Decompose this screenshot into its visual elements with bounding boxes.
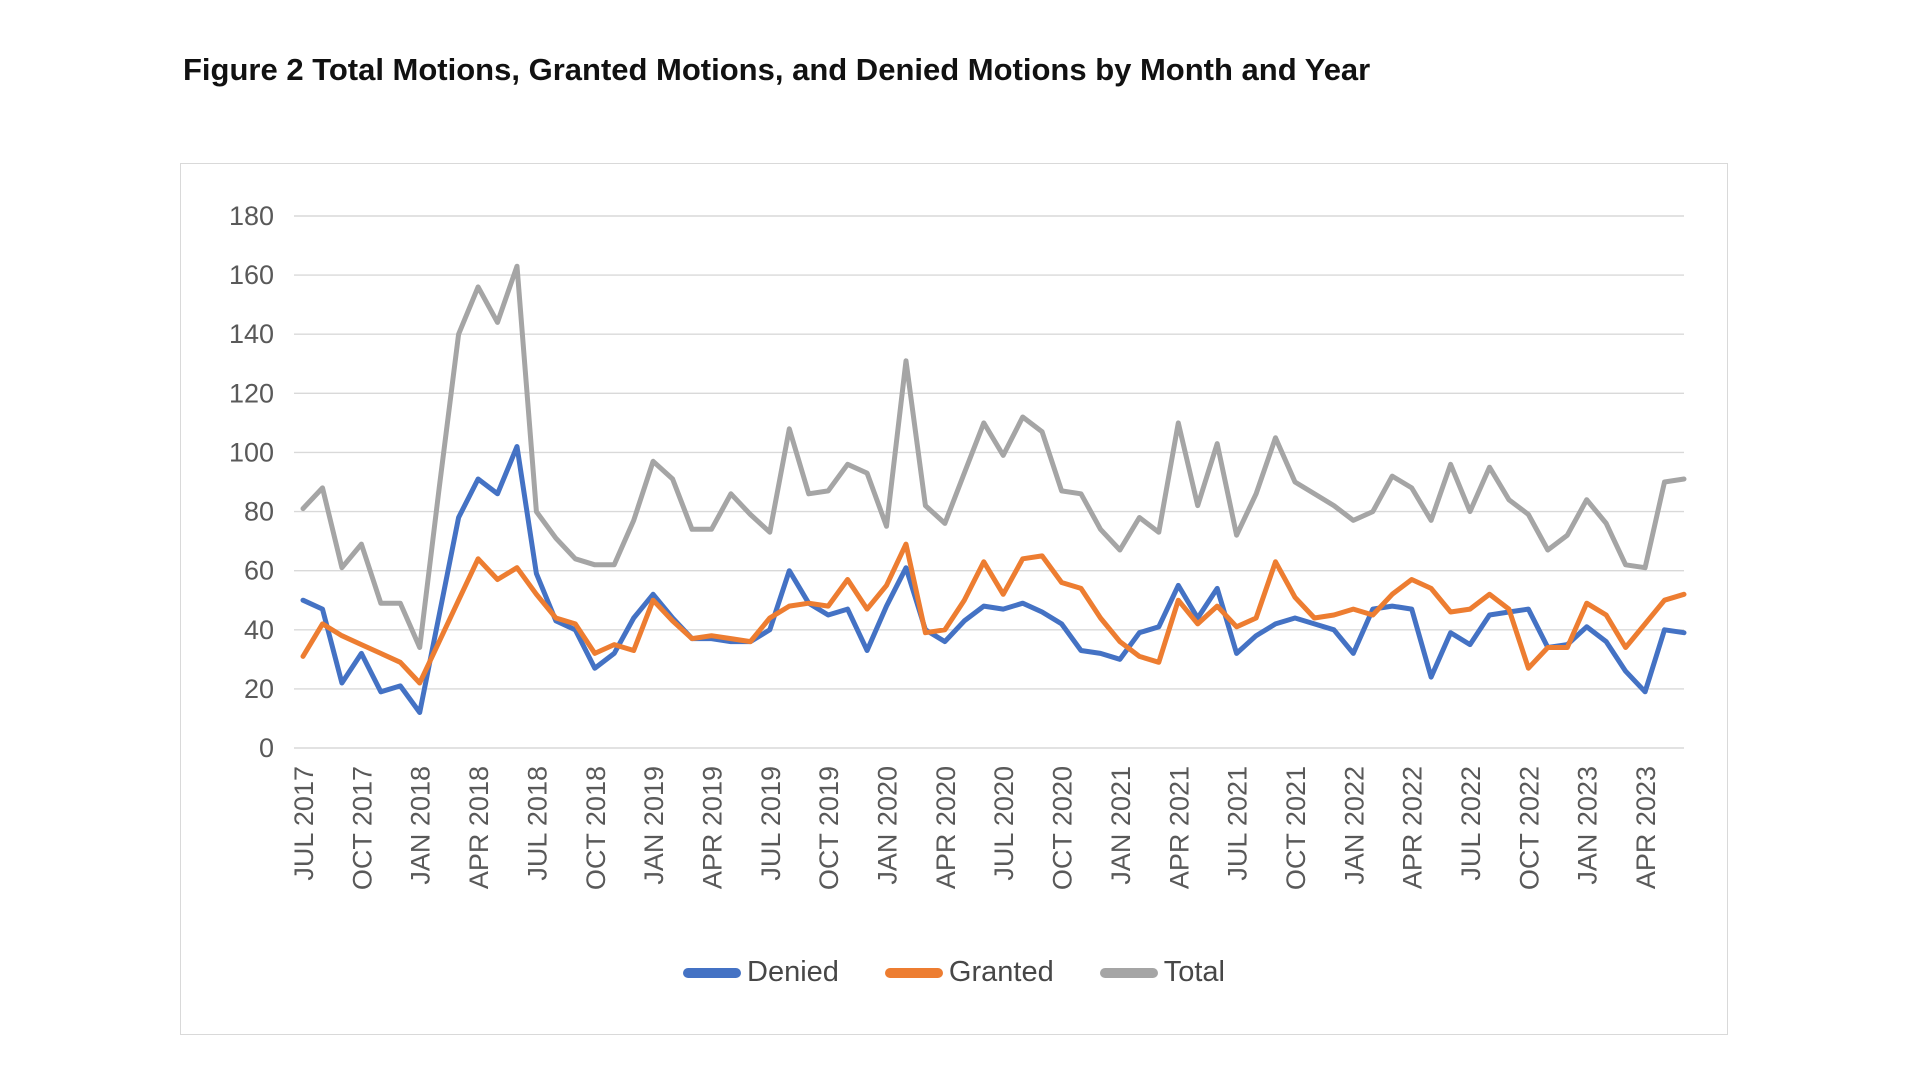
- x-tick-label: OCT 2017: [347, 766, 377, 890]
- chart-frame: 0 20 40 60 80 100 120 140 160 180 JUL 2017 OCT 2017…: [180, 163, 1728, 1035]
- y-tick-label: 40: [244, 615, 274, 645]
- x-tick-label: JAN 2021: [1106, 766, 1136, 885]
- legend-label: Denied: [747, 956, 839, 988]
- x-tick-label: JUL 2020: [989, 766, 1019, 881]
- chart-legend: Denied Granted Total: [181, 958, 1727, 987]
- y-tick-label: 120: [229, 378, 274, 408]
- x-tick-label: JUL 2022: [1456, 766, 1486, 881]
- x-tick-label: OCT 2019: [814, 766, 844, 890]
- x-tick-label: OCT 2021: [1281, 766, 1311, 890]
- legend-item-denied: Denied: [683, 958, 839, 987]
- x-tick-label: APR 2022: [1398, 766, 1428, 889]
- x-tick-label: JUL 2018: [522, 766, 552, 881]
- legend-swatch-granted: [884, 967, 943, 978]
- x-tick-label: APR 2021: [1164, 766, 1194, 889]
- x-tick-label: OCT 2020: [1048, 766, 1078, 890]
- x-tick-label: JAN 2020: [873, 766, 903, 885]
- series-line-denied: [300, 444, 1687, 715]
- y-tick-label: 140: [229, 319, 274, 349]
- x-tick-label: JAN 2018: [406, 766, 436, 885]
- x-tick-label: JUL 2019: [756, 766, 786, 881]
- x-tick-label: OCT 2018: [581, 766, 611, 890]
- x-tick-label: APR 2018: [464, 766, 494, 889]
- x-tick-label: JUL 2021: [1223, 766, 1253, 881]
- x-tick-label: OCT 2022: [1514, 766, 1544, 890]
- x-tick-label: JAN 2022: [1339, 766, 1369, 885]
- figure-title: Figure 2 Total Motions, Granted Motions,…: [183, 52, 1371, 87]
- x-tick-label: APR 2019: [697, 766, 727, 889]
- legend-item-total: Total: [1099, 956, 1225, 988]
- x-tick-label: APR 2020: [931, 766, 961, 889]
- series-line-total: [300, 263, 1687, 650]
- y-tick-label: 20: [244, 674, 274, 704]
- y-tick-label: 0: [259, 733, 274, 763]
- y-tick-label: 180: [229, 201, 274, 231]
- y-tick-label: 60: [244, 556, 274, 586]
- series-line-granted: [300, 541, 1687, 686]
- y-tick-label: 80: [244, 497, 274, 527]
- legend-swatch-total: [1099, 967, 1158, 978]
- x-tick-label: JAN 2019: [639, 766, 669, 885]
- x-tick-label: APR 2023: [1631, 766, 1661, 889]
- y-tick-label: 160: [229, 260, 274, 290]
- y-tick-label: 100: [229, 437, 274, 467]
- legend-label: Granted: [948, 956, 1054, 988]
- legend-item-granted: Granted: [884, 956, 1054, 988]
- x-tick-label: JUL 2017: [289, 766, 319, 881]
- line-chart: 0 20 40 60 80 100 120 140 160 180 JUL 2017 OCT 2017…: [229, 201, 1687, 890]
- legend-swatch-denied: [683, 967, 742, 978]
- x-tick-label: JAN 2023: [1573, 766, 1603, 885]
- legend-label: Total: [1163, 956, 1225, 988]
